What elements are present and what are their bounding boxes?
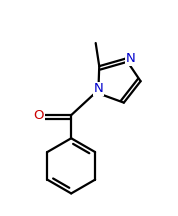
Text: N: N: [93, 82, 103, 95]
Text: O: O: [33, 109, 44, 122]
Text: N: N: [126, 52, 136, 65]
